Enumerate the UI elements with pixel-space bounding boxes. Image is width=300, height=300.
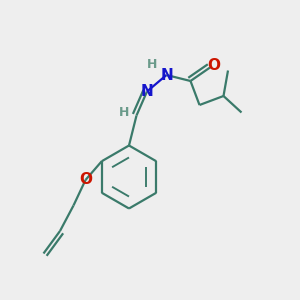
Text: O: O bbox=[207, 58, 220, 74]
Text: N: N bbox=[160, 68, 173, 82]
Text: O: O bbox=[79, 172, 92, 188]
Text: H: H bbox=[147, 58, 158, 71]
Text: H: H bbox=[119, 106, 129, 119]
Text: N: N bbox=[141, 84, 153, 99]
